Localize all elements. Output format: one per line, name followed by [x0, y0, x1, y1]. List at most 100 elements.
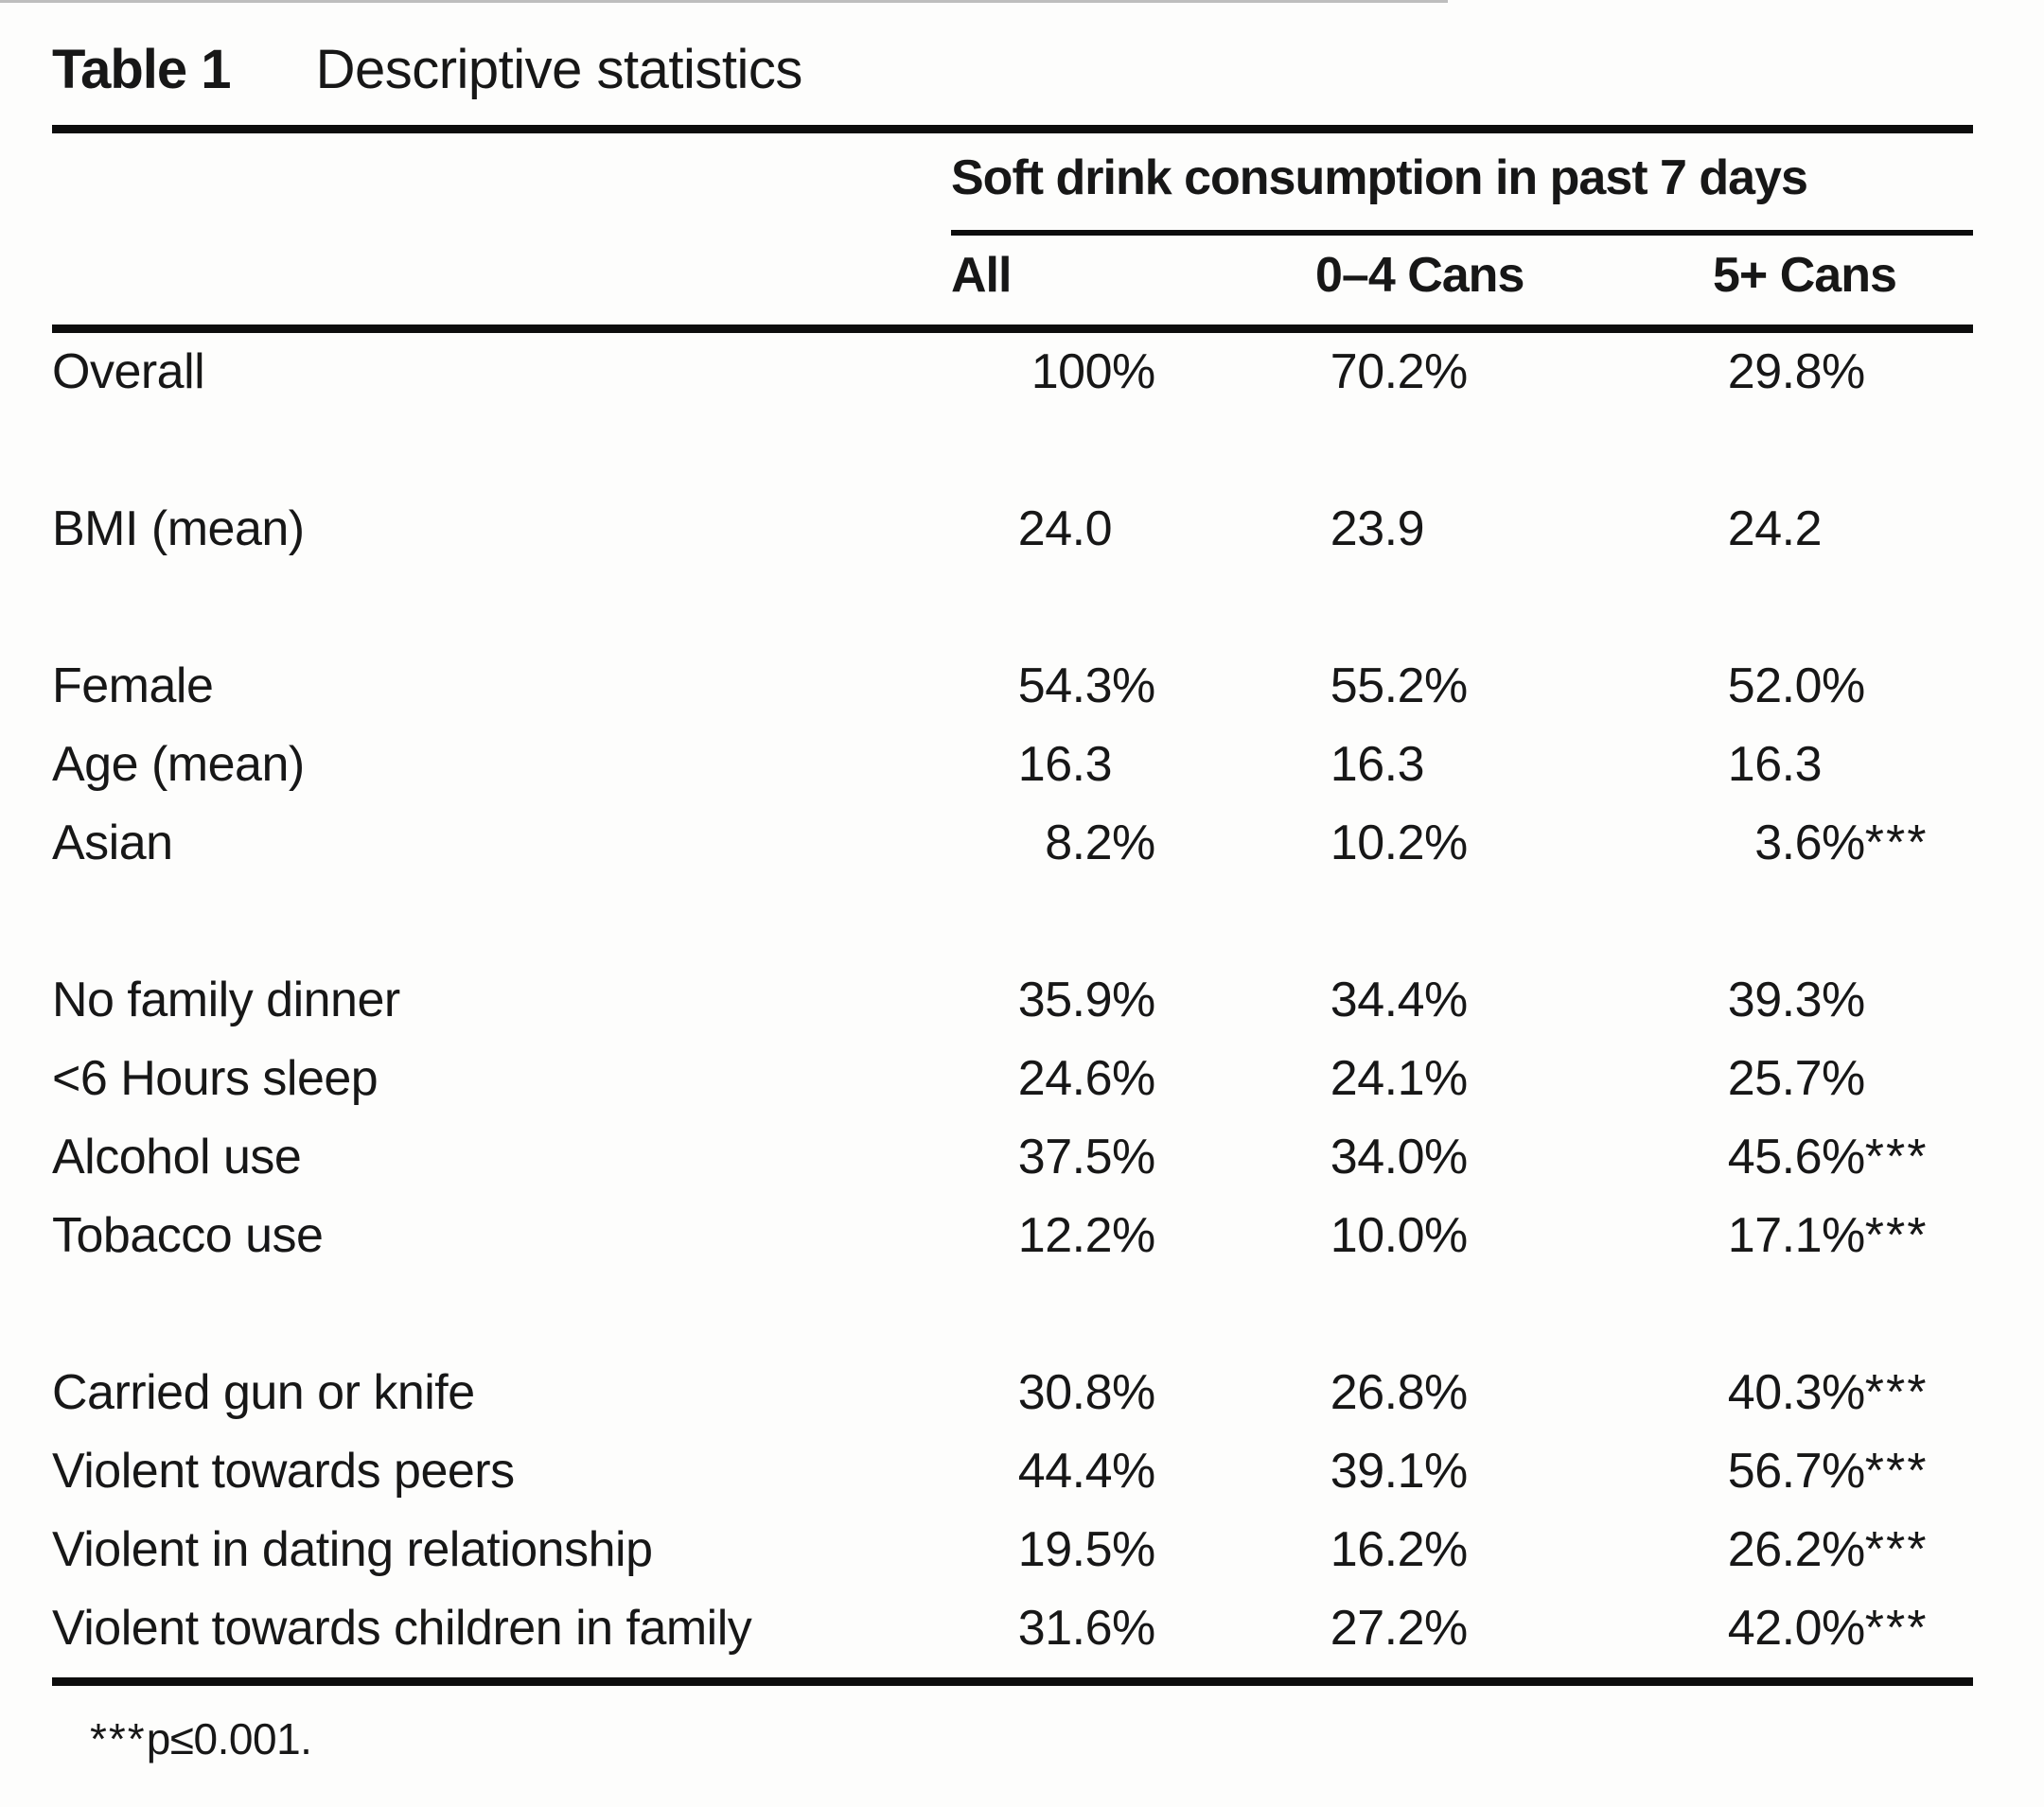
column-header-0-4-cans: 0–4 Cans — [1315, 248, 1524, 303]
percent-sign: % — [1424, 344, 1468, 399]
percent-sign: % — [1822, 816, 1865, 870]
percent-sign: % — [1424, 1522, 1468, 1577]
percent-sign: % — [1822, 1601, 1865, 1656]
table-caption: Descriptive statistics — [315, 39, 803, 100]
value-number: 55.2 — [1330, 658, 1425, 713]
value-cell-5plus-cans: 24.2 — [1713, 490, 1973, 569]
value-number: 40.3 — [1727, 1365, 1823, 1420]
spanning-header-underline — [951, 230, 1973, 236]
value-number: 19.5 — [1017, 1522, 1113, 1577]
percent-sign: % — [1822, 1208, 1865, 1263]
table-row: Violent towards children in family 31.6% 2… — [52, 1589, 1973, 1668]
value-cell-5plus-cans: 17.1%*** — [1713, 1197, 1973, 1275]
value-cell-0-4-cans: 26.8% — [1315, 1354, 1713, 1432]
percent-sign: % — [1424, 1051, 1468, 1106]
table-rule-header-bottom — [52, 325, 1973, 333]
significance-stars: *** — [1864, 1208, 1929, 1263]
table-row: <6 Hours sleep 24.6% 24.1% 25.7% — [52, 1040, 1973, 1118]
value-cell-all: 37.5% — [951, 1118, 1315, 1197]
value-number: 10.2 — [1330, 816, 1425, 870]
value-number: 26.8 — [1330, 1365, 1425, 1420]
value-number: 34.4 — [1330, 973, 1425, 1027]
value-cell-5plus-cans: 16.3 — [1713, 726, 1973, 804]
value-cell-5plus-cans: 29.8% — [1713, 333, 1973, 412]
value-number: 70.2 — [1330, 344, 1425, 399]
value-cell-0-4-cans: 55.2% — [1315, 647, 1713, 726]
column-header-5plus-cans: 5+ Cans — [1713, 248, 1897, 303]
row-label: Overall — [52, 344, 205, 399]
significance-stars: *** — [1864, 1601, 1929, 1656]
percent-sign: % — [1424, 973, 1468, 1027]
footnote: ***p≤0.001. — [52, 1711, 1973, 1767]
percent-sign: % — [1424, 1130, 1468, 1184]
percent-sign: % — [1822, 344, 1865, 399]
percent-sign: % — [1424, 1365, 1468, 1420]
column-header-row: All 0–4 Cans 5+ Cans — [52, 236, 1973, 315]
table-row: BMI (mean) 24.0 23.9 24.2 — [52, 490, 1973, 569]
table-row: Female 54.3% 55.2% 52.0% — [52, 647, 1973, 726]
table-row: Overall 100% 70.2% 29.8% — [52, 333, 1973, 412]
table-rule-top — [52, 125, 1973, 133]
row-label: Female — [52, 658, 214, 713]
value-cell-all: 30.8% — [951, 1354, 1315, 1432]
value-number: 23.9 — [1330, 501, 1425, 556]
group-separator — [52, 1275, 1973, 1354]
value-cell-all: 100% — [951, 333, 1315, 412]
value-cell-0-4-cans: 70.2% — [1315, 333, 1713, 412]
percent-sign: % — [1112, 1130, 1155, 1184]
row-label: Violent towards peers — [52, 1444, 515, 1499]
percent-sign: % — [1112, 816, 1155, 870]
value-cell-5plus-cans: 26.2%*** — [1713, 1511, 1973, 1589]
percent-sign: % — [1822, 1130, 1865, 1184]
table-title: Table 1 Descriptive statistics — [52, 36, 1973, 104]
value-number: 34.0 — [1330, 1130, 1425, 1184]
value-number: 17.1 — [1727, 1208, 1823, 1263]
value-number: 29.8 — [1727, 344, 1823, 399]
table-row: Age (mean) 16.3 16.3 16.3 — [52, 726, 1973, 804]
value-cell-0-4-cans: 34.0% — [1315, 1118, 1713, 1197]
percent-sign: % — [1822, 973, 1865, 1027]
value-number: 16.3 — [1017, 737, 1113, 792]
row-label: Violent in dating relationship — [52, 1522, 653, 1577]
group-separator — [52, 883, 1973, 961]
row-label: Age (mean) — [52, 737, 305, 792]
table-row: Alcohol use 37.5% 34.0% 45.6%*** — [52, 1118, 1973, 1197]
significance-stars: *** — [1864, 1522, 1929, 1577]
percent-sign: % — [1112, 973, 1155, 1027]
value-cell-0-4-cans: 23.9 — [1315, 490, 1713, 569]
value-number: 12.2 — [1017, 1208, 1113, 1263]
row-label: No family dinner — [52, 973, 400, 1027]
percent-sign: % — [1424, 658, 1468, 713]
value-cell-5plus-cans: 45.6%*** — [1713, 1118, 1973, 1197]
value-number: 56.7 — [1727, 1444, 1823, 1499]
value-number: 27.2 — [1330, 1601, 1425, 1656]
column-header-empty — [52, 236, 951, 315]
row-label: Alcohol use — [52, 1130, 302, 1184]
significance-stars: *** — [1864, 1444, 1929, 1499]
percent-sign: % — [1112, 1444, 1155, 1499]
percent-sign: % — [1424, 1208, 1468, 1263]
value-cell-all: 31.6% — [951, 1589, 1315, 1668]
percent-sign: % — [1424, 1601, 1468, 1656]
value-cell-all: 24.0 — [951, 490, 1315, 569]
value-cell-all: 54.3% — [951, 647, 1315, 726]
value-cell-5plus-cans: 40.3%*** — [1713, 1354, 1973, 1432]
table-row: No family dinner 35.9% 34.4% 39.3% — [52, 961, 1973, 1040]
percent-sign: % — [1112, 658, 1155, 713]
value-cell-0-4-cans: 39.1% — [1315, 1432, 1713, 1511]
percent-sign: % — [1822, 1051, 1865, 1106]
footnote-significance-stars: *** — [90, 1714, 147, 1763]
value-number: 25.7 — [1727, 1051, 1823, 1106]
value-number: 16.3 — [1727, 737, 1823, 792]
table-row: Violent towards peers 44.4% 39.1% 56.7%*** — [52, 1432, 1973, 1511]
value-number: 24.1 — [1330, 1051, 1425, 1106]
value-number: 39.3 — [1727, 973, 1823, 1027]
row-label: <6 Hours sleep — [52, 1051, 379, 1106]
value-cell-all: 12.2% — [951, 1197, 1315, 1275]
row-label: Tobacco use — [52, 1208, 324, 1263]
value-number: 24.2 — [1727, 501, 1823, 556]
value-number: 26.2 — [1727, 1522, 1823, 1577]
percent-sign: % — [1822, 1522, 1865, 1577]
row-label: Carried gun or knife — [52, 1365, 475, 1420]
